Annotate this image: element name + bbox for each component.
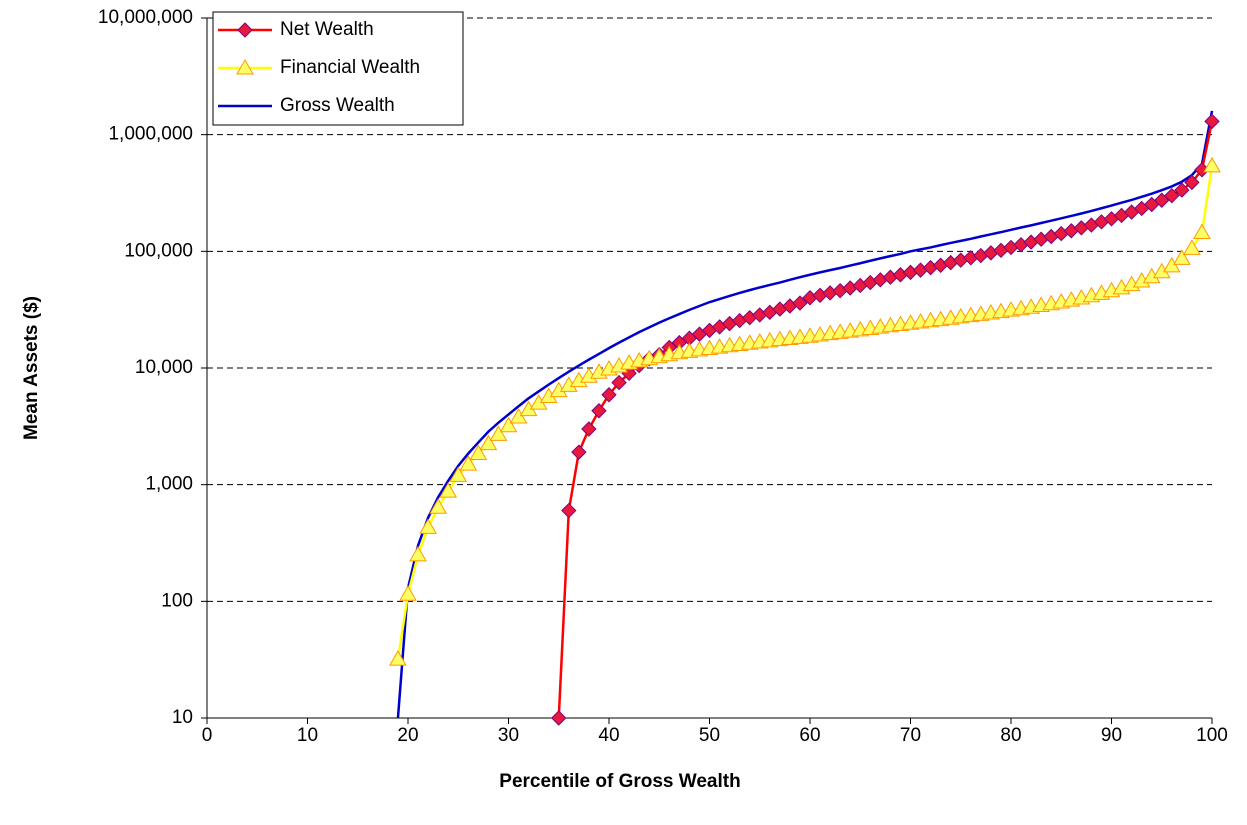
y-tick-label: 10 (172, 707, 193, 728)
marker (419, 518, 437, 534)
marker (469, 444, 488, 460)
x-tick-label: 100 (1196, 725, 1228, 746)
x-tick-label: 60 (799, 725, 820, 746)
marker (236, 58, 254, 75)
marker (1183, 239, 1201, 255)
marker (601, 387, 617, 403)
x-tick-label: 40 (598, 725, 619, 746)
x-tick-label: 50 (699, 725, 720, 746)
legend-label: Gross Wealth (280, 95, 395, 116)
y-tick-label: 100,000 (124, 240, 193, 261)
marker (489, 425, 508, 441)
x-tick-label: 90 (1101, 725, 1122, 746)
marker (399, 585, 417, 601)
y-tick-label: 1,000,000 (108, 124, 193, 145)
marker (1172, 249, 1191, 265)
marker (479, 434, 498, 451)
legend-label: Net Wealth (280, 19, 374, 40)
marker (409, 545, 427, 562)
y-axis-label: Mean Assets ($) (21, 296, 42, 440)
y-tick-label: 10,000 (135, 357, 193, 378)
y-tick-label: 100 (161, 590, 193, 611)
marker (611, 374, 627, 391)
marker (237, 22, 253, 38)
marker (1164, 187, 1180, 204)
marker (1193, 223, 1211, 240)
marker (1162, 256, 1181, 273)
legend: Net Wealth Financial Wealth Gross Wealth (212, 11, 464, 126)
y-tick-label: 10,000,000 (98, 7, 193, 28)
series-line (396, 110, 1214, 719)
marker (1204, 113, 1220, 130)
x-tick-label: 20 (397, 725, 418, 746)
marker (551, 710, 567, 726)
marker (449, 466, 468, 482)
series-line (557, 121, 1214, 719)
marker (459, 455, 478, 471)
x-tick-label: 80 (1000, 725, 1021, 746)
marker (499, 416, 518, 433)
marker (389, 650, 407, 666)
x-tick-label: 70 (900, 725, 921, 746)
marker (1184, 174, 1200, 191)
x-tick-label: 0 (202, 725, 213, 746)
x-axis-label: Percentile of Gross Wealth (499, 771, 740, 792)
x-tick-label: 10 (297, 725, 318, 746)
marker (571, 444, 587, 460)
marker (591, 403, 607, 419)
marker (439, 482, 458, 498)
marker (581, 421, 597, 437)
marker (561, 502, 577, 519)
y-tick-label: 1,000 (145, 474, 193, 495)
marker (1203, 156, 1221, 173)
x-tick-label: 30 (498, 725, 519, 746)
marker (792, 295, 808, 311)
legend-label: Financial Wealth (280, 57, 420, 78)
marker (429, 498, 448, 514)
marker (1174, 182, 1190, 198)
